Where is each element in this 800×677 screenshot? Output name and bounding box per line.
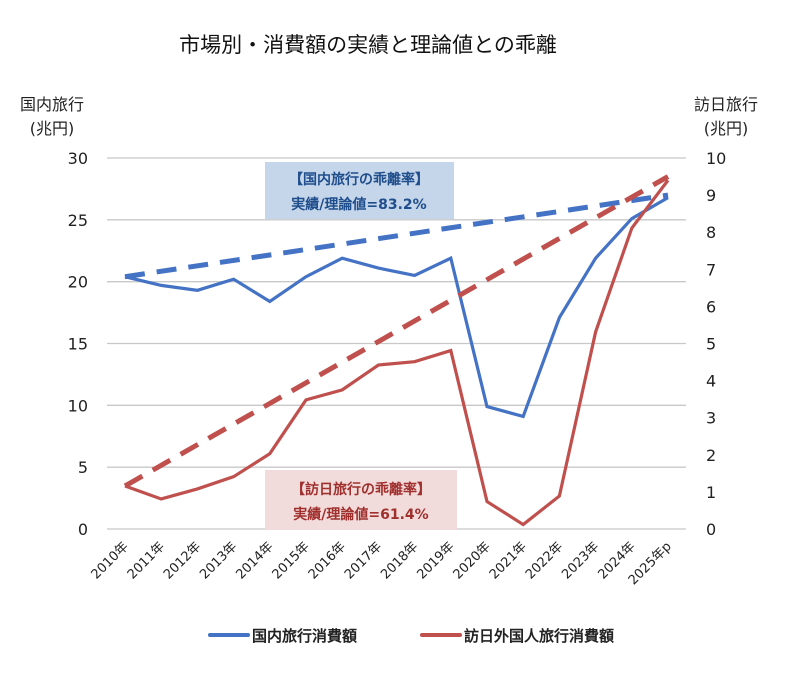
series-layer: [123, 174, 670, 527]
annotation-domestic-box: [265, 162, 454, 219]
x-tick-label: 2014年: [233, 539, 276, 582]
trend-line-domestic: [124, 192, 669, 280]
x-tick-label: 2018年: [378, 539, 421, 582]
right-tick-label: 6: [706, 297, 716, 316]
annotation-inbound-box: [265, 470, 457, 530]
x-tick-label: 2013年: [197, 539, 240, 582]
series-line-inbound: [124, 179, 670, 527]
annotation-domestic-heading: 【国内旅行の乖離率】: [289, 171, 429, 188]
right-tick-label: 0: [706, 520, 716, 539]
right-tick-label: 5: [706, 335, 716, 354]
gridlines: [107, 157, 686, 530]
right-axis-title-line1: 訪日旅行: [694, 95, 758, 114]
x-tick-label: 2023年: [559, 539, 602, 582]
left-tick-label: 20: [68, 273, 88, 292]
right-axis-ticks: 0 1 2 3 4 5 6 7 8 9 10: [706, 149, 726, 539]
left-tick-label: 25: [68, 211, 88, 230]
left-tick-label: 10: [68, 396, 88, 415]
annotation-inbound-heading: 【訪日旅行の乖離率】: [291, 481, 431, 498]
left-tick-label: 15: [68, 335, 88, 354]
legend-label-domestic: 国内旅行消費額: [252, 627, 357, 645]
annotation-domestic-ratio: 実績/理論値=83.2%: [291, 196, 426, 213]
right-tick-label: 1: [706, 483, 716, 502]
left-axis-ticks: 0 5 10 15 20 25 30: [68, 149, 88, 539]
chart-title: 市場別・消費額の実績と理論値との乖離: [179, 33, 557, 57]
x-tick-label: 2016年: [306, 539, 349, 582]
x-tick-label: 2012年: [161, 539, 204, 582]
left-axis-title-line1: 国内旅行: [20, 95, 84, 114]
annotation-inbound: 【訪日旅行の乖離率】 実績/理論値=61.4%: [265, 470, 457, 530]
x-tick-label: 2019年: [414, 539, 457, 582]
legend: 国内旅行消費額 訪日外国人旅行消費額: [208, 627, 614, 645]
annotation-domestic: 【国内旅行の乖離率】 実績/理論値=83.2%: [265, 162, 454, 219]
right-tick-label: 4: [706, 372, 716, 391]
x-tick-label: 2022年: [523, 539, 566, 582]
right-tick-label: 7: [706, 260, 716, 279]
x-tick-label: 2021年: [487, 539, 530, 582]
annotation-inbound-ratio: 実績/理論値=61.4%: [293, 506, 428, 523]
x-tick-label: 2010年: [89, 539, 132, 582]
series-line-domestic: [124, 196, 669, 419]
right-tick-label: 9: [706, 186, 716, 205]
trend-line-inbound: [123, 174, 670, 489]
right-tick-label: 2: [706, 446, 716, 465]
left-tick-label: 30: [68, 149, 88, 168]
x-tick-label: 2020年: [451, 539, 494, 582]
left-tick-label: 5: [78, 458, 88, 477]
right-tick-label: 10: [706, 149, 726, 168]
x-tick-label: 2015年: [270, 539, 313, 582]
x-tick-label: 2017年: [342, 539, 385, 582]
left-axis-title-line2: (兆円): [30, 119, 75, 138]
left-tick-label: 0: [78, 520, 88, 539]
right-tick-label: 3: [706, 409, 716, 428]
legend-label-inbound: 訪日外国人旅行消費額: [464, 627, 614, 645]
x-tick-label: 2011年: [125, 539, 168, 582]
x-axis-ticks: 2010年2011年2012年2013年2014年2015年2016年2017年…: [89, 539, 675, 588]
right-axis-title-line2: (兆円): [704, 119, 749, 138]
right-tick-label: 8: [706, 223, 716, 242]
